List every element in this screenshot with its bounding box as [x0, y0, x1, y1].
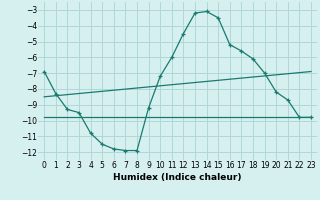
X-axis label: Humidex (Indice chaleur): Humidex (Indice chaleur): [113, 173, 242, 182]
